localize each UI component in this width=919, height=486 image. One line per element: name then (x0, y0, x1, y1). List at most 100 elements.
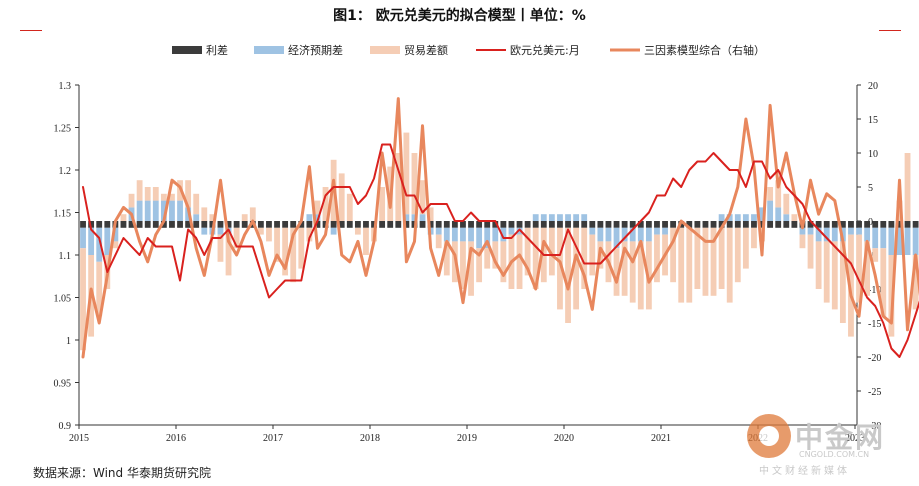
trade-balance-bar (492, 241, 499, 269)
trade-balance-bar (694, 227, 701, 289)
trade-balance-bar (217, 234, 224, 262)
trade-balance-bar (395, 153, 402, 221)
trade-balance-bar (702, 227, 709, 296)
trade-balance-bar (306, 227, 313, 242)
econ-expect-bar (177, 200, 183, 221)
rate-diff-bar (282, 221, 289, 228)
econ-expect-bar (217, 227, 224, 235)
rate-diff-bar (128, 221, 135, 228)
trade-balance-bar (144, 187, 151, 201)
trade-balance-bar (864, 241, 871, 296)
trade-balance-bar (354, 227, 361, 235)
trade-balance-bar (896, 200, 903, 221)
econ-expect-bar (516, 227, 523, 235)
econ-expect-bar (201, 227, 208, 235)
rate-diff-bar (298, 221, 305, 228)
trade-balance-bar (120, 214, 127, 221)
trade-balance-bar (443, 241, 450, 276)
legend-label: 经济预期差 (288, 43, 343, 57)
rate-diff-bar (104, 221, 111, 228)
rate-diff-bar (379, 221, 386, 228)
rate-diff-bar (839, 221, 846, 228)
econ-expect-bar (815, 227, 822, 242)
trade-balance-bar (912, 255, 919, 310)
rate-diff-bar (815, 221, 822, 228)
trade-balance-bar (516, 234, 523, 289)
econ-expect-bar (314, 214, 321, 221)
trade-balance-bar (160, 193, 167, 201)
econ-expect-bar (742, 214, 749, 221)
x-tick-label: 2019 (457, 433, 477, 444)
econ-expect-bar (645, 227, 652, 242)
econ-expect-bar (613, 227, 620, 249)
rate-diff-bar (912, 221, 919, 228)
econ-expect-bar (654, 227, 660, 235)
rate-diff-bar (621, 221, 628, 228)
econ-expect-bar (136, 200, 143, 221)
econ-expect-bar (880, 227, 887, 249)
trade-balance-bar (96, 261, 103, 317)
rate-diff-bar (225, 221, 232, 228)
trade-balance-bar (880, 248, 887, 317)
rate-diff-bar (80, 221, 86, 228)
trade-balance-bar (112, 241, 119, 249)
trade-balance-bar (718, 227, 725, 289)
rate-diff-bar (120, 221, 127, 228)
rate-diff-bar (241, 221, 248, 228)
left-tick-label: 1.25 (54, 124, 72, 135)
rate-diff-bar (532, 221, 539, 228)
trade-balance-bar (751, 227, 757, 249)
econ-expect-bar (565, 214, 571, 221)
econ-expect-bar (896, 227, 903, 255)
econ-expect-bar (759, 207, 765, 221)
rate-diff-bar (742, 221, 749, 228)
trade-balance-bar (274, 227, 280, 262)
trade-balance-bar (379, 187, 386, 221)
title-rule-right (879, 30, 901, 31)
econ-expect-bar (193, 214, 200, 221)
trade-balance-bar (266, 227, 272, 242)
trade-balance-bar (839, 241, 846, 323)
trade-balance-bar (201, 207, 208, 221)
rate-diff-bar (516, 221, 523, 228)
econ-expect-bar (306, 214, 313, 221)
econ-expect-bar (500, 227, 507, 242)
rate-diff-bar (274, 221, 280, 228)
rate-diff-bar (209, 221, 216, 228)
trade-balance-bar (225, 234, 232, 276)
rate-diff-bar (443, 221, 450, 228)
trade-balance-bar (823, 241, 830, 303)
trade-balance-bar (783, 193, 790, 215)
econ-expect-bar (443, 227, 450, 242)
rate-diff-bar (217, 221, 224, 228)
econ-expect-bar (548, 214, 555, 221)
rate-diff-bar (96, 221, 103, 228)
trade-balance-bar (815, 241, 822, 289)
rate-diff-bar (169, 221, 175, 228)
rate-diff-bar (185, 221, 192, 228)
rate-diff-bar (468, 221, 474, 228)
trade-balance-bar (427, 207, 434, 221)
rate-diff-bar (476, 221, 483, 228)
econ-expect-bar (637, 227, 644, 242)
figure-label: 图1： (333, 8, 371, 24)
trade-balance-bar (346, 193, 353, 221)
trade-balance-bar (654, 234, 660, 283)
rate-diff-bar (734, 221, 741, 228)
trade-balance-bar (136, 180, 143, 201)
rate-diff-bar (718, 221, 725, 228)
legend-label: 贸易差额 (404, 43, 448, 57)
rate-diff-bar (427, 221, 434, 228)
watermark-logo-icon (747, 414, 791, 458)
legend-label: 利差 (206, 43, 228, 57)
rate-diff-bar (492, 221, 499, 228)
rate-diff-bar (314, 221, 321, 228)
econ-expect-bar (888, 227, 895, 255)
rate-diff-bar (645, 221, 652, 228)
rate-diff-bar (767, 221, 774, 228)
rate-diff-bar (435, 221, 442, 228)
econ-expect-bar (88, 227, 95, 255)
econ-expect-bar (823, 227, 830, 242)
rate-diff-bar (686, 221, 693, 228)
left-tick-label: 0.95 (54, 379, 72, 390)
